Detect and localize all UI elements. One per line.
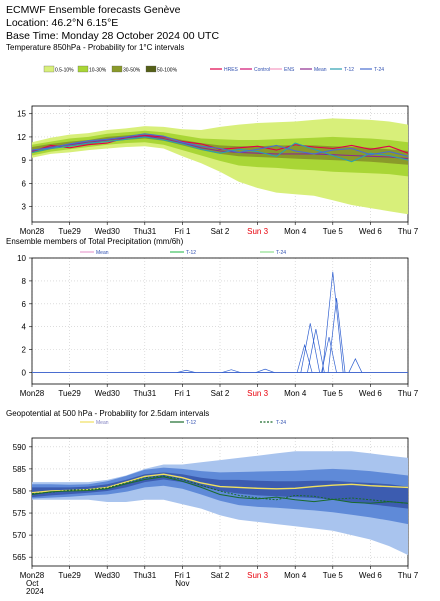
x-tick-label: Mon 4 — [284, 227, 307, 236]
x-tick-label: Fri 1 — [174, 571, 191, 580]
x-tick-label: Fri 1 — [174, 227, 191, 236]
legend-label: T-12 — [186, 250, 196, 256]
precip-member — [327, 298, 346, 373]
legend-label: Mean — [96, 420, 109, 426]
y-tick-label: 4 — [22, 323, 27, 332]
x-tick-label: Tue29 — [58, 571, 81, 580]
precip-member — [255, 368, 275, 373]
precip-member — [322, 271, 344, 373]
x-tick-label: Wed 6 — [359, 571, 383, 580]
legend-label: T-12 — [344, 67, 354, 73]
base-time-text: Base Time: Monday 28 October 2024 00 UTC — [6, 30, 220, 42]
precip-member — [348, 357, 363, 373]
location-text: Location: 46.2°N 6.15°E — [6, 17, 119, 29]
legend-label: HRES — [224, 67, 239, 73]
x-tick-label: Mon28 — [20, 227, 45, 236]
x-tick-label: Wed30 — [95, 227, 121, 236]
series-t-24 — [31, 475, 409, 504]
x-tick-label: Sun 3 — [247, 389, 268, 398]
y-tick-label: 8 — [22, 277, 27, 286]
x-tick-label: Sun 3 — [247, 227, 268, 236]
x-tick-label: Thu31 — [133, 227, 156, 236]
legend-label: 0.5-10% — [55, 68, 74, 74]
precipitation-panel-title: Ensemble members of Total Precipitation … — [6, 237, 184, 246]
legend-label: T-12 — [186, 420, 196, 426]
precip-member — [300, 323, 320, 373]
x-sublabel: Oct — [26, 579, 39, 588]
legend-swatch — [77, 65, 89, 73]
y-tick-label: 575 — [13, 509, 27, 518]
temperature-chart: 0.5-10% 10-30% 30-50% 50-100% HRES Control ENS… — [17, 65, 419, 236]
y-tick-label: 6 — [22, 300, 27, 309]
legend-label: 50-100% — [157, 68, 178, 74]
x-tick-label: Mon 4 — [284, 389, 307, 398]
x-tick-label: Thu31 — [133, 571, 156, 580]
x-tick-label: Wed 6 — [359, 227, 383, 236]
x-tick-label: Sun 3 — [247, 571, 268, 580]
x-tick-label: Mon 4 — [284, 571, 307, 580]
page-title: ECMWF Ensemble forecasts Genève — [6, 4, 181, 16]
series-t-12 — [31, 476, 409, 504]
x-tick-label: Wed30 — [95, 571, 121, 580]
series-mean — [31, 473, 409, 494]
x-tick-label: Wed 6 — [359, 389, 383, 398]
series-t-12 — [31, 136, 409, 163]
x-tick-label: Sat 2 — [211, 389, 230, 398]
x-tick-label: Tue 5 — [323, 227, 344, 236]
x-tick-label: Thu 7 — [398, 389, 419, 398]
geopotential-panel-title: Geopotential at 500 hPa - Probability fo… — [6, 409, 210, 418]
y-tick-label: 585 — [13, 465, 27, 474]
legend-swatch — [111, 65, 123, 73]
legend-label: ENS — [284, 67, 295, 73]
x-tick-label: Sat 2 — [211, 227, 230, 236]
series-mean — [31, 135, 409, 160]
y-tick-label: 570 — [13, 531, 27, 540]
y-tick-label: 6 — [22, 179, 27, 188]
precip-member — [176, 369, 196, 373]
series-t-24 — [31, 133, 409, 157]
x-tick-label: Tue29 — [58, 389, 81, 398]
precip-member — [321, 336, 337, 373]
legend-label: T-24 — [276, 420, 286, 426]
precip-member — [296, 343, 313, 373]
legend-label: T-24 — [276, 250, 286, 256]
y-tick-label: 3 — [22, 203, 27, 212]
precipitation-chart: Mean T-12 T-24 0 2 4 6 8 10 Mon28 Tue29 Wed30 Thu31 F… — [17, 250, 419, 398]
y-tick-label: 580 — [13, 487, 27, 496]
x-tick-label: Fri 1 — [174, 389, 191, 398]
y-tick-label: 12 — [17, 133, 26, 142]
y-tick-label: 15 — [17, 110, 26, 119]
x-tick-label: Wed30 — [95, 389, 121, 398]
x-sublabel: Nov — [175, 579, 189, 588]
x-tick-label: Mon28 — [20, 571, 45, 580]
geopotential-chart: Mean T-12 T-24 565 570 575 580 585 590 Mon28Oct20… — [13, 420, 419, 596]
x-tick-label: Mon28 — [20, 389, 45, 398]
series-hres — [31, 134, 409, 154]
legend-label: Control — [254, 67, 270, 73]
y-tick-label: 590 — [13, 443, 27, 452]
y-tick-label: 565 — [13, 553, 27, 562]
legend-label: 30-50% — [123, 68, 141, 74]
x-tick-label: Sat 2 — [211, 571, 230, 580]
legend-label: Mean — [96, 250, 109, 256]
x-tick-label: Tue29 — [58, 227, 81, 236]
legend-label: Mean — [314, 67, 327, 73]
x-tick-label: Thu 7 — [398, 571, 419, 580]
precip-member — [221, 369, 241, 373]
legend-swatch — [43, 65, 55, 73]
y-tick-label: 2 — [22, 346, 27, 355]
legend-label: T-24 — [374, 67, 384, 73]
y-tick-label: 0 — [22, 369, 27, 378]
legend-swatch — [145, 65, 157, 73]
x-tick-label: Thu 7 — [398, 227, 419, 236]
y-tick-label: 10 — [17, 254, 26, 263]
precip-member — [307, 328, 325, 373]
y-tick-label: 9 — [22, 156, 27, 165]
legend-label: 10-30% — [89, 68, 107, 74]
temperature-panel-title: Temperature 850hPa - Probability for 1°C… — [6, 43, 185, 52]
x-tick-label: Thu31 — [133, 389, 156, 398]
x-sublabel: 2024 — [26, 587, 44, 596]
x-tick-label: Tue 5 — [323, 571, 344, 580]
x-tick-label: Tue 5 — [323, 389, 344, 398]
